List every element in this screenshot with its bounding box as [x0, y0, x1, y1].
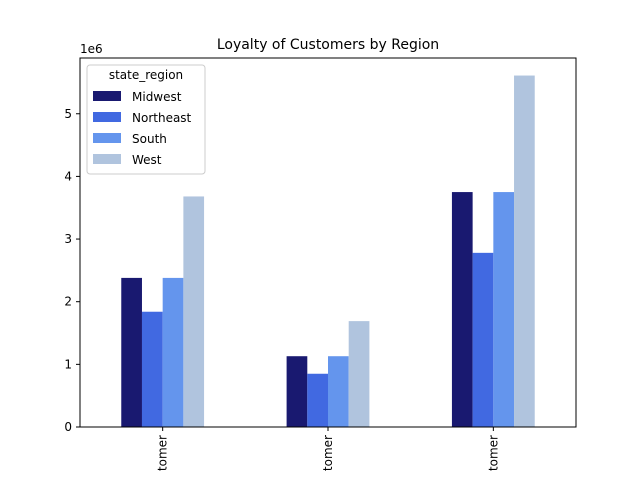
plot-frame: [79, 57, 577, 428]
bar-south-1: [328, 356, 349, 427]
bar-group: [121, 75, 535, 427]
y-tick-label: 2: [64, 295, 72, 309]
legend-title: state_region: [109, 68, 183, 82]
bar-northeast-0: [141, 311, 163, 427]
bar-midwest-0: [121, 277, 142, 427]
bar-northeast-1: [307, 373, 328, 427]
y-axis-offset-label: 1e6: [80, 42, 103, 56]
bar-west-0: [183, 196, 205, 427]
legend-swatch-northeast: [93, 112, 121, 122]
x-tick-label: tomer: [486, 435, 500, 471]
legend-label-south: South: [132, 132, 167, 146]
chart-title: Loyalty of Customers by Region: [217, 37, 439, 53]
bar-northeast-2: [472, 252, 494, 427]
legend-swatch-midwest: [93, 91, 121, 101]
x-tick-label: tomer: [321, 435, 335, 471]
legend: state_region Midwest Northeast South West: [86, 64, 206, 175]
legend-label-northeast: Northeast: [132, 111, 192, 125]
bar-midwest-1: [286, 356, 308, 427]
legend-items: Midwest Northeast South West: [93, 90, 192, 167]
bar-midwest-2: [451, 192, 473, 427]
x-tick-label: tomer: [156, 435, 170, 471]
y-tick-label: 3: [64, 232, 72, 246]
legend-label-west: West: [132, 153, 162, 167]
bar-south-2: [493, 192, 515, 427]
bar-west-2: [514, 75, 535, 427]
bar-west-1: [348, 321, 370, 427]
y-axis: 0 1 2 3 4 5: [64, 107, 80, 434]
legend-swatch-west: [93, 154, 121, 164]
x-axis: tomer tomer tomer: [156, 427, 500, 471]
y-tick-label: 1: [64, 357, 72, 371]
y-tick-label: 0: [64, 420, 72, 434]
y-tick-label: 5: [64, 107, 72, 121]
legend-swatch-south: [93, 133, 121, 143]
y-tick-label: 4: [64, 169, 72, 183]
legend-label-midwest: Midwest: [132, 90, 182, 104]
bar-south-0: [162, 277, 184, 427]
